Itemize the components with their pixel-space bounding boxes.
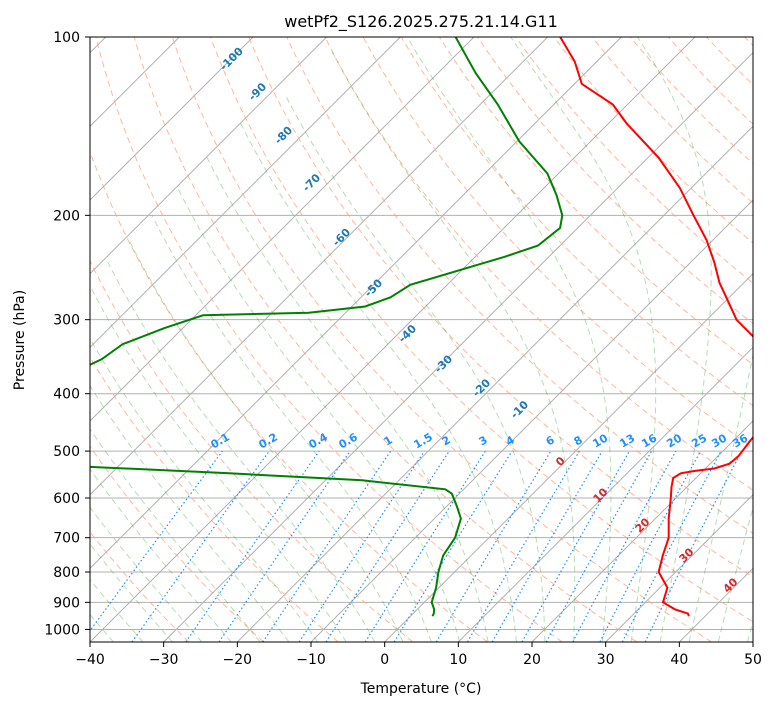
- dry-adiabat-line: [400, 37, 753, 407]
- isotherm-line: [236, 125, 753, 642]
- dry-adiabat-line: [515, 37, 753, 284]
- moist-adiabat-line: [206, 157, 489, 642]
- dry-adiabat-line: [477, 37, 753, 325]
- dry-adiabat-line: [629, 37, 753, 165]
- dry-adiabat-line: [210, 37, 753, 623]
- dry-adiabat-line: [248, 37, 753, 578]
- isotherm-line: [457, 346, 753, 642]
- moist-adiabat-line: [107, 262, 376, 642]
- y-tick-label: 100: [53, 30, 80, 46]
- x-tick-label: 30: [597, 652, 615, 668]
- dry-adiabat-line: [591, 37, 753, 204]
- mixing-ratio-line: [545, 450, 653, 642]
- mixing-ratio-line: [325, 450, 450, 642]
- moist-adiabat-line: [128, 239, 404, 642]
- moist-adiabat-line: [90, 284, 347, 642]
- moist-adiabat-line: [284, 94, 546, 642]
- moist-adiabat-line: [406, 37, 612, 642]
- y-tick-label: 400: [53, 387, 80, 403]
- isotherm-line: [163, 51, 753, 642]
- mixing-ratio-line: [393, 450, 513, 642]
- x-tick-label: 50: [744, 652, 762, 668]
- x-tick-label: −10: [296, 652, 326, 668]
- isotherm-line: [90, 37, 328, 275]
- x-tick-label: −30: [149, 652, 179, 668]
- mixing-ratio-line: [491, 450, 603, 642]
- sounding-profiles: [90, 37, 753, 617]
- isobar-grid: [90, 37, 753, 630]
- y-tick-label: 600: [53, 491, 80, 507]
- moist-adiabat-line: [90, 337, 319, 642]
- isotherm-line: [605, 493, 753, 642]
- y-tick-label: 200: [53, 208, 80, 224]
- moist-adiabats: [90, 37, 753, 642]
- mixing-ratio-line: [185, 450, 320, 642]
- moist-adiabat-line: [90, 427, 261, 642]
- moist-adiabat-line: [717, 505, 753, 642]
- y-tick-label: 900: [53, 595, 80, 611]
- moist-adiabat-line: [637, 37, 712, 642]
- plot-frame: [89, 36, 754, 643]
- x-tick-label: −40: [75, 652, 105, 668]
- skewed-isotherm-grid: [90, 37, 753, 642]
- y-tick-label: 300: [53, 313, 80, 329]
- dry-adiabat-line: [362, 37, 753, 449]
- dry-adiabat-line: [90, 445, 264, 642]
- dry-adiabats: [90, 37, 753, 642]
- x-tick-label: −20: [223, 652, 253, 668]
- plot-area: [90, 37, 753, 642]
- moist-adiabat-line: [240, 123, 517, 642]
- moist-adiabat-line: [90, 613, 114, 642]
- moist-adiabat-line: [688, 352, 753, 642]
- isotherm-line: [384, 272, 753, 642]
- moist-adiabat-line: [90, 468, 232, 642]
- y-tick-label: 800: [53, 565, 80, 581]
- isotherm-line: [90, 37, 622, 570]
- mixing-ratio-line: [90, 450, 223, 632]
- x-tick-label: 10: [449, 652, 467, 668]
- moist-adiabat-line: [90, 506, 203, 642]
- x-tick-label: 0: [380, 652, 389, 668]
- dry-adiabat-line: [133, 37, 638, 642]
- x-tick-label: 20: [523, 652, 541, 668]
- mixing-ratio-line: [131, 450, 270, 642]
- axis-ticks: −40 −30 −20 −10 0 10 20 30 40 50 100 200 300 400 500 60…: [44, 30, 762, 668]
- mixing-ratio-line: [218, 450, 351, 642]
- x-axis-label: Temperature (°C): [360, 681, 482, 697]
- moist-adiabat-line: [90, 384, 290, 642]
- y-tick-label: 500: [53, 444, 80, 460]
- mixing-ratio-line: [435, 450, 552, 642]
- dewpoint-profile-line: [90, 37, 564, 617]
- moist-adiabat-line: [177, 187, 461, 642]
- x-tick-label: 40: [670, 652, 688, 668]
- mixing-ratio-line: [521, 450, 631, 642]
- isotherm-line: [90, 37, 696, 642]
- isotherm-line: [90, 37, 401, 349]
- isotherm-line: [90, 37, 549, 496]
- moist-adiabat-line: [510, 37, 657, 642]
- dry-adiabat-line: [324, 37, 753, 491]
- isotherm-line: [531, 420, 753, 642]
- y-axis-label: Pressure (hPa): [12, 290, 28, 390]
- mixing-ratio-line: [364, 450, 486, 642]
- isotherm-line: [90, 37, 254, 201]
- mixing-ratio-lines: [90, 450, 743, 642]
- isotherm-line: [90, 37, 475, 422]
- dry-adiabat-line: [171, 37, 712, 642]
- y-tick-label: 700: [53, 531, 80, 547]
- moist-adiabat-line: [330, 49, 576, 642]
- dry-adiabat-line: [95, 37, 563, 642]
- mixing-ratio-line: [466, 450, 580, 642]
- temperature-profile-line: [559, 37, 753, 617]
- y-tick-label: 1000: [44, 622, 80, 638]
- mixing-ratio-line: [572, 450, 677, 642]
- chart-title: wetPf2_S126.2025.275.21.14.G11: [284, 12, 558, 32]
- moist-adiabat-line: [151, 215, 432, 642]
